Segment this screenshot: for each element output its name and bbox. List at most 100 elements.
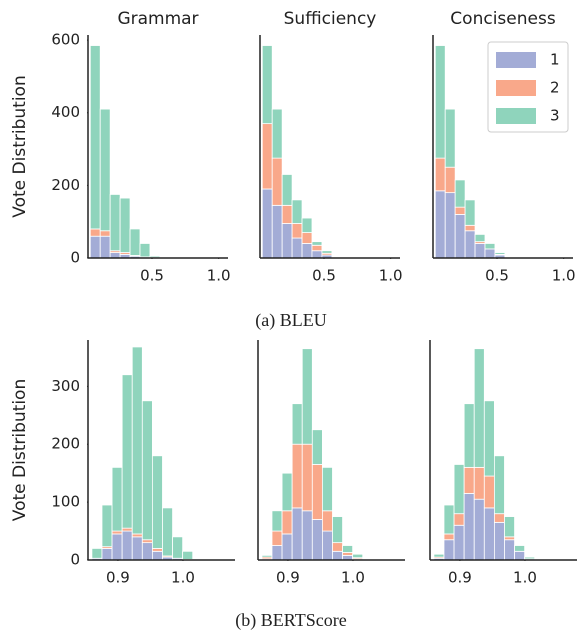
bar-segment: [89, 228, 101, 237]
bar-segment: [151, 548, 163, 552]
bar-segment: [141, 539, 153, 544]
bar-segment: [434, 157, 446, 192]
y-tick-label: 0: [70, 249, 80, 267]
bar-segment: [111, 466, 123, 532]
bar-segment: [311, 244, 323, 252]
bar-segment: [332, 550, 343, 561]
bar-segment: [281, 204, 293, 224]
bar-segment: [453, 513, 465, 526]
bar-segment: [484, 248, 496, 259]
bar-segment: [483, 507, 495, 561]
bar-segment: [131, 346, 143, 535]
bar-segment: [474, 243, 486, 259]
bar-segment: [433, 553, 445, 558]
y-tick-label: 0: [70, 551, 80, 569]
bar-segment: [109, 194, 121, 252]
x-tick-label: 0.5: [312, 267, 336, 285]
x-tick-label: 1.0: [207, 267, 231, 285]
bar-segment: [89, 45, 101, 230]
bar-segment: [342, 545, 354, 553]
bar-segment: [121, 374, 133, 529]
bar-segment: [453, 524, 465, 561]
x-tick-label: 1.0: [341, 569, 365, 587]
x-tick-label: 0.5: [140, 267, 164, 285]
bar-segment: [301, 243, 313, 259]
x-tick-label: 0.9: [276, 569, 300, 587]
bar-segment: [301, 217, 313, 233]
bar-segment: [453, 464, 465, 515]
bar-segment: [182, 550, 194, 560]
bar-segment: [281, 223, 293, 259]
bar-segment: [301, 232, 313, 244]
bar-segment: [473, 498, 485, 561]
bar-segment: [454, 206, 466, 215]
bar-segment: [261, 123, 273, 190]
bar-segment: [121, 527, 133, 532]
panel-title: Conciseness: [450, 9, 556, 29]
y-tick-label: 100: [51, 493, 80, 511]
bar-segment: [129, 228, 141, 256]
bar-segment: [271, 108, 283, 159]
bar-segment: [261, 554, 273, 558]
bar-segment: [261, 188, 273, 259]
x-tick-label: 0.9: [448, 569, 472, 587]
bar-segment: [151, 455, 163, 549]
bar-segment: [291, 223, 303, 239]
bar-segment: [332, 542, 343, 552]
panel-title: Grammar: [117, 9, 198, 29]
caption: (a) BLEU: [255, 310, 326, 331]
bar-segment: [463, 493, 475, 561]
bar-segment: [281, 533, 293, 561]
bar-segment: [454, 179, 466, 208]
bar-segment: [331, 255, 343, 258]
x-tick-label: 1.0: [552, 267, 576, 285]
bar-segment: [111, 533, 123, 561]
bar-segment: [332, 516, 343, 544]
bar-segment: [444, 192, 456, 259]
bar-segment: [464, 230, 476, 259]
legend-label: 2: [550, 79, 560, 97]
bar-segment: [514, 545, 526, 552]
bar-segment: [151, 550, 163, 561]
legend-label: 3: [550, 107, 560, 125]
bar-segment: [291, 403, 303, 445]
bar-segment: [311, 429, 323, 465]
x-tick-label: 0.5: [485, 267, 509, 285]
bar-segment: [454, 214, 466, 259]
x-tick-label: 1.0: [379, 267, 403, 285]
bar-segment: [131, 533, 143, 538]
bar-segment: [301, 443, 313, 512]
bar-segment: [131, 536, 143, 561]
bar-segment: [281, 510, 293, 535]
bar-segment: [311, 250, 323, 259]
bar-segment: [271, 510, 283, 532]
bar-segment: [141, 400, 153, 541]
bar-segment: [443, 533, 455, 541]
bar-segment: [504, 539, 515, 561]
legend-swatch: [496, 108, 536, 124]
bar-segment: [321, 510, 333, 532]
caption: (b) BERTScore: [235, 610, 346, 631]
bar-segment: [271, 545, 283, 561]
bar-segment: [101, 504, 113, 548]
bar-segment: [311, 519, 323, 561]
x-tick-label: 1.0: [171, 569, 195, 587]
bar-segment: [464, 199, 476, 226]
bar-segment: [473, 466, 485, 500]
bar-segment: [291, 443, 303, 509]
bar-segment: [111, 530, 123, 535]
x-tick-label: 1.0: [513, 569, 537, 587]
bar-segment: [514, 550, 526, 561]
bar-segment: [271, 204, 283, 259]
bar-segment: [311, 241, 323, 246]
bar-segment: [321, 466, 333, 512]
bar-segment: [493, 513, 505, 523]
bar-segment: [271, 157, 283, 206]
bar-segment: [141, 542, 153, 561]
bar-segment: [342, 552, 354, 556]
y-tick-label: 200: [51, 435, 80, 453]
y-tick-label: 300: [51, 377, 80, 395]
bar-segment: [504, 516, 515, 538]
bar-segment: [474, 233, 486, 243]
bar-segment: [494, 252, 506, 255]
